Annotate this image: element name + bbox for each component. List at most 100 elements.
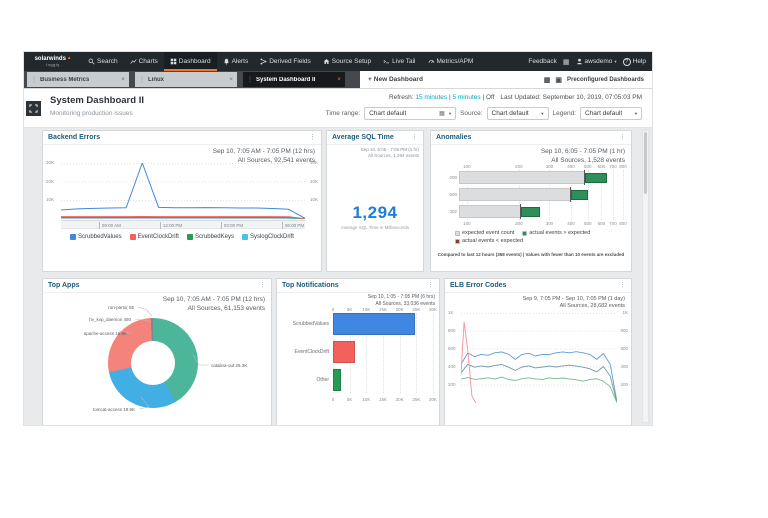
slice-label-catalina-out-25-3k: catalina-out 25.3K xyxy=(211,363,248,368)
tab-system-dashboard-ii[interactable]: ⋮ System Dashboard II × xyxy=(243,72,345,87)
nav-item-source-setup[interactable]: Source Setup xyxy=(317,52,377,71)
nav-item-label: Dashboard xyxy=(178,58,211,65)
nav-item-derived-fields[interactable]: Derived Fields xyxy=(254,52,317,71)
category-label: 302 xyxy=(449,209,457,214)
scrollbar-thumb[interactable] xyxy=(644,132,647,194)
solarwinds-logo[interactable]: solarwinds ▲ loggly xyxy=(24,52,82,71)
derived-fields-icon xyxy=(260,58,267,65)
preconfigured-icon: ▣ xyxy=(555,76,562,84)
question-icon: ? xyxy=(622,57,631,66)
tab-business-metrics[interactable]: ⋮ Business Metrics × xyxy=(27,72,129,87)
feedback-link[interactable]: Feedback xyxy=(528,58,557,65)
tabbar-right: ▦ ▣ Preconfigured Dashboards xyxy=(544,71,652,88)
tab-label: Business Metrics xyxy=(40,76,90,83)
slice-label-run-parts-55: run-parts( 55 xyxy=(108,305,134,310)
legend-swatch xyxy=(522,230,528,236)
nav-item-search[interactable]: Search xyxy=(82,52,124,71)
category-label: Other xyxy=(316,377,329,383)
drag-handle-icon: ⋮ xyxy=(247,77,253,83)
vertical-scrollbar[interactable] xyxy=(642,130,649,423)
x-axis: 09:00 AM 12:00 PM 03:00 PM 06:00 PM xyxy=(61,220,305,229)
line-chart xyxy=(61,163,305,219)
axis-tick-label: 300 xyxy=(545,164,554,169)
legend-select[interactable]: Chart default ▾ xyxy=(580,107,642,120)
source-select[interactable]: Chart default ▾ xyxy=(486,107,549,120)
panel-menu-icon[interactable]: ⋮ xyxy=(619,282,626,289)
bar-scrubbedvalues xyxy=(333,313,415,335)
legend-item-eventclockdrift[interactable]: EventClockDrift xyxy=(129,234,179,240)
nav-item-metrics-apm[interactable]: Metrics/APM xyxy=(422,52,480,71)
axis-tick-label: 25K xyxy=(412,307,421,312)
panel-header: ELB Error Codes ⋮ xyxy=(445,279,631,293)
refresh-off-option[interactable]: Off xyxy=(485,94,495,101)
panel-average-sql-time: Average SQL Time ⋮ Sep 10, 6:05 - 7:05 P… xyxy=(326,130,424,272)
axis-tick-label: 100 xyxy=(463,221,471,226)
axis-tick-label: 200 xyxy=(515,221,523,226)
category-label: ScrubbedValues xyxy=(292,321,329,327)
axis-tick-label: 30K xyxy=(428,307,438,312)
panel-menu-icon[interactable]: ⋮ xyxy=(411,134,418,141)
panel-elb-error-codes: ELB Error Codes ⋮ Sep 9, 7:05 PM - Sep 1… xyxy=(444,278,632,425)
apps-grid-icon[interactable]: ▦ xyxy=(562,58,570,66)
y-axis-label: 800 xyxy=(620,328,628,333)
new-dashboard-label: New Dashboard xyxy=(373,76,423,83)
grid-view-icon[interactable]: ▦ xyxy=(543,76,551,84)
category-label: 200 xyxy=(449,175,457,180)
nav-item-label: Metrics/APM xyxy=(436,58,474,65)
y-axis-label: 30K xyxy=(309,160,318,165)
time-range-select[interactable]: Chart default ▦ ▾ xyxy=(364,107,457,120)
expand-icon xyxy=(29,104,38,113)
brand-name: solarwinds xyxy=(34,56,66,62)
chart-legend: expected event count actual events > expe… xyxy=(455,230,627,244)
legend-item-scrubbedvalues[interactable]: ScrubbedValues xyxy=(70,234,122,240)
axis-tick-label: 100 xyxy=(463,164,471,169)
nav-item-label: Live Tail xyxy=(392,58,416,65)
x-axis-label: 03:00 PM xyxy=(220,222,243,229)
axis-tick-label: 15K xyxy=(378,397,388,402)
axis-tick-label: 600 xyxy=(597,164,606,169)
close-icon[interactable]: × xyxy=(121,76,125,83)
close-icon[interactable]: × xyxy=(229,76,233,83)
gridline xyxy=(623,170,624,220)
user-menu[interactable]: awsdemo ▾ xyxy=(576,58,617,65)
help-button[interactable]: ? Help xyxy=(622,57,646,66)
nav-item-dashboard[interactable]: Dashboard xyxy=(163,52,217,71)
legend-value: Chart default xyxy=(585,110,623,117)
legend-label: Legend: xyxy=(552,110,577,117)
source-setup-icon xyxy=(323,58,330,65)
axis-tick-label: 15K xyxy=(378,307,388,312)
panel-menu-icon[interactable]: ⋮ xyxy=(619,134,626,141)
axis-tick-label: 20K xyxy=(395,397,404,402)
nav-item-alerts[interactable]: Alerts xyxy=(217,52,255,71)
axis-tick-label: 25K xyxy=(412,397,421,402)
gridline xyxy=(587,170,589,220)
panel-menu-icon[interactable]: ⋮ xyxy=(309,134,316,141)
panel-menu-icon[interactable]: ⋮ xyxy=(259,282,266,289)
panel-menu-icon[interactable]: ⋮ xyxy=(427,282,434,289)
legend-item-syslogclockdrift[interactable]: SyslogClockDrift xyxy=(241,234,294,240)
preconfigured-dashboards-link[interactable]: Preconfigured Dashboards xyxy=(566,76,644,83)
metrics-icon xyxy=(428,58,435,65)
nav-item-charts[interactable]: Charts xyxy=(124,52,164,71)
new-dashboard-button[interactable]: + New Dashboard xyxy=(360,71,423,88)
legend-item-scrubbedkeys[interactable]: ScrubbedKeys xyxy=(186,234,234,240)
refresh-15-link[interactable]: 15 minutes xyxy=(415,94,448,101)
panel-title: Top Notifications xyxy=(282,282,339,289)
bar-row xyxy=(459,204,623,219)
close-icon[interactable]: × xyxy=(337,76,341,83)
chart-info: Sep 10, 6:05 - 7:05 PM (1 hr) All Source… xyxy=(540,148,625,164)
nav-item-live-tail[interactable]: Live Tail xyxy=(377,52,421,71)
charts-icon xyxy=(130,58,137,65)
legend-label: expected event count xyxy=(462,230,515,236)
fullscreen-button[interactable] xyxy=(26,101,41,116)
gridline xyxy=(366,313,368,393)
legend-label: actual events < expected xyxy=(462,238,523,244)
bar-eventclockdrift xyxy=(333,341,355,363)
panel-header: Top Apps ⋮ xyxy=(43,279,271,293)
source-value: Chart default xyxy=(491,110,529,117)
legend-swatch xyxy=(70,234,76,240)
refresh-5-link[interactable]: 5 minutes xyxy=(452,94,481,101)
tab-linux[interactable]: ⋮ Linux × xyxy=(135,72,237,87)
panel-header: Anomalies ⋮ xyxy=(431,131,631,145)
drag-handle-icon: ⋮ xyxy=(31,77,37,83)
